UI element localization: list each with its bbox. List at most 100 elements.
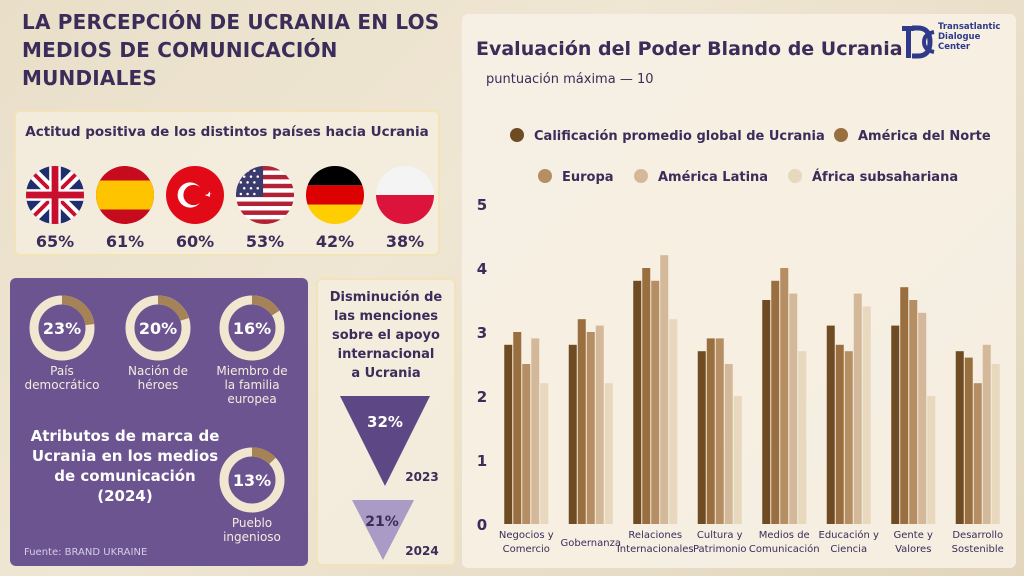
bar — [642, 268, 651, 524]
bar — [835, 344, 844, 524]
decline-panel: Disminución de las menciones sobre el ap… — [316, 278, 456, 566]
flag-value: 61% — [105, 232, 145, 251]
ring-fill — [125, 295, 191, 361]
x-tick-label: Internacionales — [617, 544, 694, 555]
flag-item-spain: 61% — [90, 166, 160, 251]
brand-attributes-title: Atributos de marca de Ucrania en los med… — [30, 427, 220, 505]
decline-value-2024: 21% — [365, 514, 399, 530]
legend-swatch — [834, 128, 848, 142]
flag-item-turkey: 60% — [160, 166, 230, 251]
bar — [862, 306, 871, 524]
legend-item-global: Calificación promedio global de Ucrania — [510, 128, 825, 144]
bar — [844, 351, 853, 524]
decline-year-2024: 2024 — [405, 544, 438, 558]
page-title: LA PERCEPCIÓN DE UCRANIA EN LOS MEDIOS D… — [22, 8, 452, 92]
usa-flag-icon — [236, 166, 294, 224]
flag-value: 42% — [315, 232, 355, 251]
x-tick-label: Medios de — [759, 530, 810, 541]
title-line-2: MEDIOS DE COMUNICACIÓN MUNDIALES — [22, 38, 338, 90]
flag-item-uk: 65% — [20, 166, 90, 251]
tdc-logo: Transatlantic Dialogue Center — [900, 20, 1016, 70]
ring-label: Miembro de la familia europea — [216, 364, 288, 406]
brand-attributes-panel: 23% País democrático 20% Nación de héroe… — [10, 278, 308, 566]
germany-flag-icon — [306, 166, 364, 224]
attitude-panel: Actitud positiva de los distintos países… — [14, 110, 440, 256]
bar — [715, 338, 724, 524]
bar — [540, 383, 549, 524]
decline-year-2023: 2023 — [405, 470, 438, 484]
bar — [733, 396, 742, 524]
x-tick-label: Relaciones — [628, 530, 682, 541]
decline-title: Disminución de las menciones sobre el ap… — [329, 290, 443, 381]
bar — [706, 338, 715, 524]
bar — [982, 344, 991, 524]
x-tick-label: Valores — [895, 544, 931, 555]
bar — [900, 287, 909, 524]
legend-swatch — [538, 169, 552, 183]
bar — [577, 319, 586, 524]
x-tick-label: Sostenible — [952, 544, 1004, 555]
bar — [513, 332, 522, 524]
bar — [991, 364, 1000, 524]
bar — [964, 357, 973, 524]
source-note: Fuente: BRAND UKRAINE — [24, 547, 148, 558]
flag-value: 38% — [385, 232, 425, 251]
attribute-ingenious: 13% Pueblo ingenioso — [202, 446, 302, 544]
flag-value: 53% — [245, 232, 285, 251]
decline-triangle-2024 — [352, 500, 414, 560]
bar — [780, 268, 789, 524]
x-tick-label: Patrimonio — [693, 544, 747, 555]
legend-item-europe: Europa — [538, 169, 614, 185]
progress-ring: 13% — [219, 447, 285, 513]
chart-title: Evaluación del Poder Blando de Ucrania — [476, 38, 903, 60]
bar — [891, 325, 900, 524]
legend-swatch — [510, 128, 524, 142]
bar — [826, 325, 835, 524]
x-tick-label: Gobernanza — [561, 538, 621, 549]
bar — [789, 293, 798, 524]
bar — [909, 300, 918, 524]
bar — [798, 351, 807, 524]
x-tick-label: Desarrollo — [952, 530, 1003, 541]
x-tick-label: Negocios y — [499, 530, 554, 541]
y-tick-label: 4 — [477, 260, 487, 278]
legend-swatch — [634, 169, 648, 183]
chart-subtitle: puntuación máxima — 10 — [486, 72, 654, 87]
legend-item-north-america: América del Norte — [834, 128, 991, 144]
bar — [522, 364, 531, 524]
x-tick-label: Cultura y — [697, 530, 743, 541]
ring-value: 23% — [43, 319, 81, 338]
y-axis: 0 1 2 3 4 5 — [477, 196, 487, 534]
x-tick-label: Gente y — [894, 530, 933, 541]
attribute-democratic: 23% País democrático — [12, 294, 112, 392]
legend-swatch — [788, 169, 802, 183]
ring-fill — [219, 295, 285, 361]
legend-item-latin-america: América Latina — [634, 169, 768, 185]
bar — [955, 351, 964, 524]
progress-ring: 23% — [29, 295, 95, 361]
flag-item-usa: 53% — [230, 166, 300, 251]
flag-item-poland: 38% — [370, 166, 440, 251]
flag-value: 65% — [35, 232, 75, 251]
y-tick-label: 2 — [477, 388, 487, 406]
poland-flag-icon — [376, 166, 434, 224]
bar — [697, 351, 706, 524]
bar — [633, 280, 642, 524]
y-tick-label: 1 — [477, 452, 487, 470]
ring-fill — [29, 295, 95, 361]
bar — [651, 280, 660, 524]
bars — [504, 255, 1000, 524]
ring-label: País democrático — [24, 364, 100, 392]
progress-ring: 20% — [125, 295, 191, 361]
ring-value: 16% — [233, 319, 271, 338]
uk-flag-icon — [26, 166, 84, 224]
title-line-1: LA PERCEPCIÓN DE UCRANIA EN LOS — [22, 10, 440, 34]
x-tick-label: Ciencia — [830, 544, 867, 555]
bar — [604, 383, 613, 524]
ring-value: 20% — [139, 319, 177, 338]
bar — [724, 364, 733, 524]
y-tick-label: 5 — [477, 196, 487, 214]
bar — [973, 383, 982, 524]
ring-label: Nación de héroes — [127, 364, 189, 392]
bar — [586, 332, 595, 524]
